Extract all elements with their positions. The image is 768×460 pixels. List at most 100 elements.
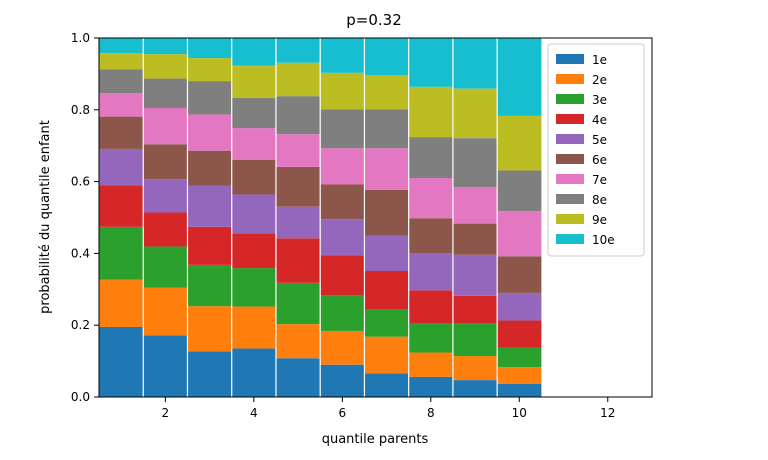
bar-8e-q2 — [143, 78, 188, 109]
bar-4e-q9 — [452, 295, 498, 324]
bar-3e-q9 — [452, 323, 498, 357]
bar-10e-q6 — [320, 38, 365, 73]
bar-4e-q8 — [408, 290, 453, 324]
legend-label-7e: 7e — [592, 173, 607, 187]
x-axis-label: quantile parents — [322, 432, 429, 447]
bar-4e-q6 — [320, 255, 365, 296]
bar-1e-q3 — [187, 351, 232, 397]
bar-3e-q4 — [231, 268, 276, 307]
bar-10e-q10 — [497, 38, 542, 116]
x-tick-label: 12 — [600, 406, 615, 420]
legend: 1e 2e 3e 4e 5e 6e 7e 8e 9e 10e — [547, 43, 645, 257]
bar-5e-q8 — [408, 253, 453, 291]
legend-label-5e: 5e — [592, 133, 607, 147]
bar-1e-q6 — [320, 364, 365, 397]
bar-9e-q10 — [497, 115, 542, 171]
bar-4e-q3 — [187, 226, 232, 265]
bar-9e-q8 — [408, 86, 453, 138]
bar-2e-q2 — [143, 287, 188, 336]
bar-6e-q9 — [452, 223, 498, 255]
legend-swatch-8e — [556, 194, 584, 204]
bar-9e-q6 — [320, 72, 365, 110]
y-tick-label: 0.0 — [71, 390, 90, 404]
bar-7e-q8 — [408, 178, 453, 219]
chart-title: p=0.32 — [346, 11, 402, 29]
bar-5e-q3 — [187, 185, 232, 227]
bar-7e-q3 — [187, 114, 232, 151]
bar-10e-q9 — [452, 38, 498, 89]
bar-4e-q10 — [497, 320, 542, 348]
y-axis-label: probabilité du quantile enfant — [38, 120, 53, 314]
bar-5e-q9 — [452, 254, 498, 296]
y-tick-label: 0.6 — [71, 175, 90, 189]
bar-9e-q7 — [364, 74, 409, 110]
y-tick-label: 0.4 — [71, 246, 90, 260]
bar-3e-q1 — [99, 226, 144, 280]
y-tick-label: 1.0 — [71, 31, 90, 45]
bar-10e-q3 — [187, 38, 232, 59]
legend-swatch-6e — [556, 154, 584, 164]
bar-1e-q10 — [497, 383, 542, 397]
bar-3e-q10 — [497, 347, 542, 368]
bar-2e-q6 — [320, 330, 365, 365]
bar-2e-q10 — [497, 367, 542, 384]
bar-7e-q5 — [275, 134, 321, 167]
x-tick-label: 8 — [427, 406, 435, 420]
bar-9e-q4 — [231, 65, 276, 98]
bar-8e-q10 — [497, 170, 542, 212]
bar-6e-q5 — [275, 166, 321, 207]
bar-2e-q4 — [231, 306, 276, 349]
bar-9e-q2 — [143, 54, 188, 79]
bar-6e-q6 — [320, 184, 365, 220]
legend-label-3e: 3e — [592, 93, 607, 107]
bar-2e-q9 — [452, 356, 498, 381]
legend-label-9e: 9e — [592, 213, 607, 227]
bar-5e-q6 — [320, 219, 365, 256]
bar-2e-q1 — [99, 279, 144, 327]
bar-1e-q9 — [452, 380, 498, 397]
bar-10e-q5 — [275, 38, 321, 63]
bar-9e-q1 — [99, 53, 144, 70]
legend-swatch-7e — [556, 174, 584, 184]
bar-5e-q4 — [231, 194, 276, 234]
plot-frame — [98, 37, 653, 398]
x-axis: 2 4 6 8 10 12 — [162, 397, 615, 420]
x-tick-label: 6 — [338, 406, 346, 420]
bar-5e-q2 — [143, 179, 188, 213]
legend-label-1e: 1e — [592, 53, 607, 67]
x-tick-label: 10 — [512, 406, 527, 420]
x-tick-label: 4 — [250, 406, 258, 420]
legend-label-2e: 2e — [592, 73, 607, 87]
bar-9e-q9 — [452, 88, 498, 139]
bar-3e-q6 — [320, 295, 365, 331]
legend-swatch-10e — [556, 234, 584, 244]
bar-8e-q8 — [408, 137, 453, 179]
x-tick-label: 2 — [162, 406, 170, 420]
legend-label-4e: 4e — [592, 113, 607, 127]
bar-2e-q8 — [408, 352, 453, 377]
y-axis: 0.0 0.2 0.4 0.6 0.8 1.0 — [71, 31, 99, 404]
bar-8e-q6 — [320, 109, 365, 149]
bar-1e-q8 — [408, 376, 453, 397]
bar-1e-q4 — [231, 348, 276, 397]
bar-3e-q3 — [187, 264, 232, 307]
bars-group — [99, 38, 542, 397]
bar-7e-q1 — [99, 93, 144, 117]
bar-10e-q4 — [231, 38, 276, 66]
bar-6e-q1 — [99, 116, 144, 149]
bar-10e-q8 — [408, 38, 453, 87]
bar-10e-q7 — [364, 38, 409, 75]
bar-6e-q2 — [143, 144, 188, 180]
bar-7e-q6 — [320, 148, 365, 185]
bar-8e-q9 — [452, 138, 498, 187]
bar-2e-q3 — [187, 306, 232, 352]
bar-6e-q10 — [497, 256, 542, 293]
bar-3e-q5 — [275, 282, 321, 325]
legend-label-6e: 6e — [592, 153, 607, 167]
bar-4e-q2 — [143, 212, 188, 247]
bar-1e-q2 — [143, 335, 188, 397]
bar-6e-q4 — [231, 159, 276, 195]
bar-7e-q7 — [364, 148, 409, 190]
bar-1e-q7 — [364, 373, 409, 397]
bar-5e-q5 — [275, 206, 321, 239]
